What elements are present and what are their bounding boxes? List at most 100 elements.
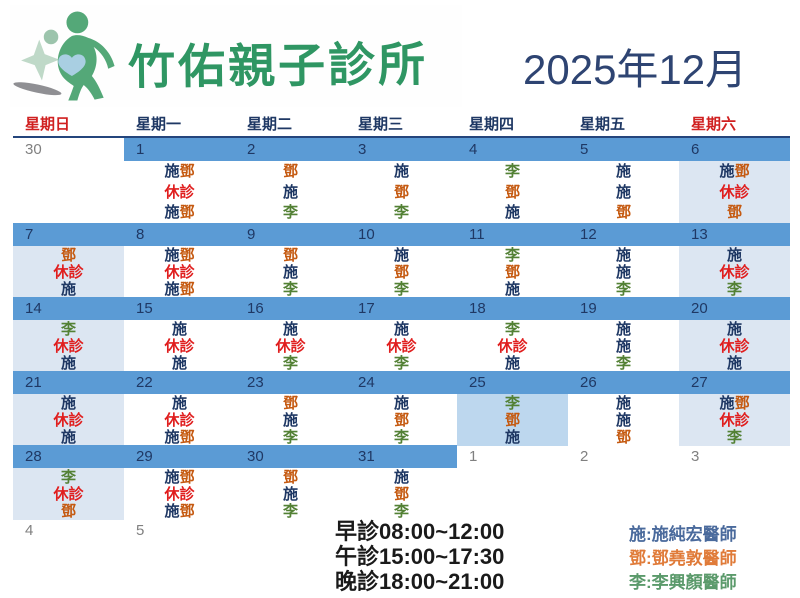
doctor-token: 李 (282, 281, 298, 298)
schedule-line: 施鄧 (124, 429, 235, 446)
date-band-row: 28 29 30 31 1 2 3 (13, 445, 790, 468)
schedule-line: 鄧 (346, 264, 457, 281)
doctor-token: 李 (393, 355, 409, 372)
day-schedule-cell: 施鄧 休診 施鄧 (124, 246, 235, 298)
doctor-token: 施 (393, 395, 409, 412)
doctor-token: 休診 (386, 338, 417, 355)
date-band-row: 30 1 2 3 4 5 6 (13, 138, 790, 161)
schedule-line: 施 (124, 321, 235, 338)
schedule-line: 鄧 (235, 247, 346, 264)
day-number-cell: 2 (580, 448, 589, 465)
doctor-token: 施 (615, 321, 631, 338)
day-number-cell: 25 (457, 371, 568, 394)
doctor-token: 施 (393, 321, 409, 338)
day-schedule-cell: 李鄧施 (457, 161, 568, 224)
day-number-cell: 5 (136, 522, 145, 539)
day-schedule-cell: 李休診施 (457, 320, 568, 372)
schedule-line: 施 (568, 162, 679, 183)
doctor-token: 李 (393, 204, 409, 222)
day-number-cell: 4 (25, 522, 34, 539)
doctor-legend-line: 李:李興顏醫師 (629, 573, 737, 592)
doctor-token: 施 (282, 264, 298, 281)
day-schedule-cell: 施鄧 休診鄧 (679, 161, 790, 224)
doctor-token: 李 (393, 429, 409, 446)
day-number-cell: 30 (235, 445, 346, 468)
day-schedule-cell: 施施鄧 (568, 161, 679, 224)
day-schedule-cell: 施施李 (568, 320, 679, 372)
schedule-line: 鄧 (235, 469, 346, 486)
doctor-token: 休診 (53, 486, 84, 503)
doctor-token: 施 (164, 281, 180, 298)
doctor-token: 李 (60, 321, 76, 338)
doctor-token: 鄧 (726, 204, 742, 222)
doctor-token: 鄧 (282, 395, 298, 412)
doctor-token: 鄧 (615, 204, 631, 222)
day-schedule-cell (13, 161, 124, 224)
day-number-cell: 8 (124, 223, 235, 246)
week-content-row: 李休診鄧施鄧 休診 施鄧鄧施李施鄧李 (13, 468, 790, 520)
doctor-token: 鄧 (393, 486, 409, 503)
clinic-logo: 竹佑親子診所 (10, 5, 462, 107)
clinic-hours-legend: 早診08:00~12:00 午診15:00~17:30 晚診18:00~21:00 (335, 519, 504, 594)
doctor-token: 鄧 (282, 163, 298, 180)
day-number-cell: 15 (124, 297, 235, 320)
schedule-line: 施 (568, 264, 679, 281)
doctor-token: 鄧 (179, 163, 195, 180)
schedule-line: 施 (568, 395, 679, 412)
doctor-token: 休診 (164, 486, 195, 503)
day-number-cell: 10 (346, 223, 457, 246)
doctor-token: 鄧 (504, 264, 520, 281)
day-number-cell: 9 (235, 223, 346, 246)
schedule-line: 休診 (679, 183, 790, 204)
day-number-cell: 17 (346, 297, 457, 320)
schedule-line: 李 (346, 355, 457, 372)
schedule-line: 鄧 (346, 183, 457, 204)
doctor-token: 休診 (497, 338, 528, 355)
doctor-token: 施 (726, 355, 742, 372)
doctor-token: 施 (164, 429, 180, 446)
doctor-token: 鄧 (179, 247, 195, 264)
day-schedule-cell: 鄧施李 (235, 246, 346, 298)
day-number-cell: 3 (346, 138, 457, 161)
schedule-line: 休診 (13, 338, 124, 355)
doctor-token: 李 (393, 503, 409, 520)
doctor-token: 休診 (275, 338, 306, 355)
schedule-line: 李 (457, 321, 568, 338)
schedule-line: 施 (346, 247, 457, 264)
day-number-cell: 1 (469, 448, 478, 465)
day-schedule-cell: 施鄧李 (346, 246, 457, 298)
doctor-token: 施 (393, 469, 409, 486)
schedule-line: 施 (235, 412, 346, 429)
doctor-token: 鄧 (282, 247, 298, 264)
day-schedule-cell: 鄧施李 (235, 161, 346, 224)
schedule-line: 鄧 (457, 183, 568, 204)
schedule-line: 李 (346, 203, 457, 224)
doctor-token: 休診 (719, 183, 750, 201)
day-schedule-cell: 施鄧李 (346, 161, 457, 224)
week-content-row: 施休診施施休診 施鄧鄧施李施鄧李李鄧施施施鄧施鄧 休診李 (13, 394, 790, 446)
schedule-line: 施 (346, 395, 457, 412)
schedule-line: 李 (346, 429, 457, 446)
calendar-grid: 30 1 2 3 4 5 6 施鄧 休診 施鄧鄧施李施鄧李李鄧施施施鄧施鄧 休診鄧 7 8 9 10 11 12… (13, 138, 790, 542)
doctor-token: 施 (393, 247, 409, 264)
schedule-line: 鄧 (235, 395, 346, 412)
schedule-line: 鄧 (679, 203, 790, 224)
day-number-cell: 3 (691, 448, 700, 465)
schedule-line: 休診 (124, 264, 235, 281)
day-schedule-cell: 施鄧李 (346, 468, 457, 520)
clinic-hours-line: 晚診18:00~21:00 (335, 569, 505, 594)
doctor-token: 鄧 (393, 412, 409, 429)
doctor-token: 施 (615, 338, 631, 355)
doctor-token: 施 (171, 321, 187, 338)
schedule-line: 施 (13, 395, 124, 412)
doctor-token: 施 (164, 469, 180, 486)
doctor-token: 施 (615, 395, 631, 412)
schedule-line: 鄧 (457, 412, 568, 429)
schedule-line: 施 (457, 355, 568, 372)
day-number-cell: 31 (346, 445, 457, 468)
week-content-row: 施鄧 休診 施鄧鄧施李施鄧李李鄧施施施鄧施鄧 休診鄧 (13, 161, 790, 224)
doctor-token: 施 (164, 163, 180, 180)
doctor-token: 施 (615, 247, 631, 264)
doctor-token: 李 (726, 281, 742, 298)
